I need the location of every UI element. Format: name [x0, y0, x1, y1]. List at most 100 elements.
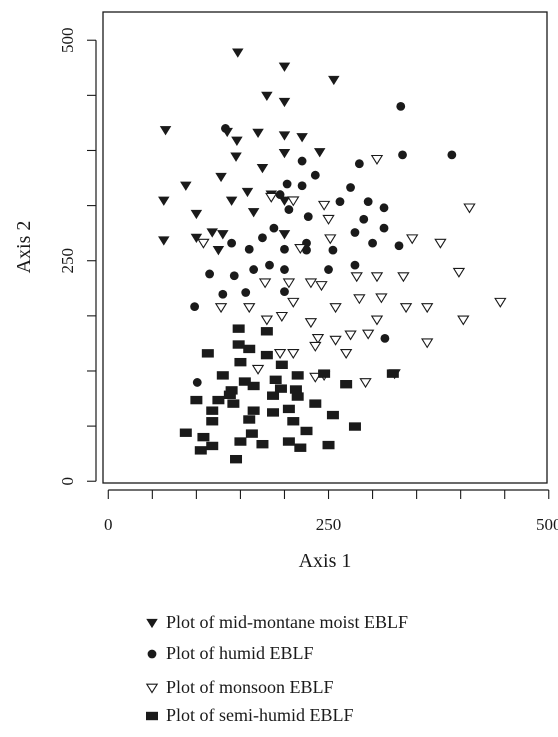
- data-point: [241, 288, 251, 297]
- x-tick-label: 250: [316, 515, 342, 534]
- data-point: [206, 417, 219, 426]
- data-point: [318, 369, 331, 378]
- legend-marker: [147, 649, 157, 659]
- data-point: [243, 303, 256, 314]
- data-point: [452, 267, 466, 278]
- data-point: [335, 197, 345, 207]
- data-point: [232, 48, 244, 58]
- data-point: [322, 440, 335, 450]
- data-point: [287, 417, 300, 426]
- data-point: [421, 303, 434, 314]
- data-points: [158, 48, 507, 464]
- data-point: [287, 348, 300, 359]
- data-point: [206, 441, 219, 451]
- data-point: [190, 233, 203, 243]
- data-point: [361, 329, 375, 340]
- data-point: [230, 454, 243, 464]
- data-point: [291, 392, 304, 401]
- legend-label: Plot of monsoon EBLF: [166, 677, 334, 697]
- y-tick-label: 500: [58, 27, 77, 53]
- data-point: [278, 196, 291, 206]
- data-point: [397, 272, 410, 283]
- data-point: [260, 315, 274, 326]
- data-point: [265, 192, 278, 203]
- data-point: [324, 234, 337, 245]
- data-point: [329, 335, 342, 346]
- x-axis-title: Axis 1: [299, 550, 352, 572]
- series-2: [190, 101, 457, 387]
- data-point: [494, 297, 507, 308]
- data-point: [294, 443, 307, 452]
- data-point: [249, 265, 259, 274]
- data-point: [179, 428, 192, 437]
- data-point: [304, 278, 318, 289]
- data-point: [278, 62, 291, 72]
- data-point: [256, 164, 269, 174]
- data-point: [225, 196, 238, 206]
- data-point: [278, 149, 291, 159]
- x-tick-label: 500: [536, 515, 558, 534]
- data-point: [303, 212, 313, 222]
- data-point: [344, 330, 357, 341]
- data-point: [322, 214, 335, 225]
- data-point: [348, 422, 361, 431]
- data-point: [421, 338, 434, 349]
- series-1: [158, 48, 340, 256]
- data-point: [251, 364, 265, 375]
- data-point: [258, 233, 267, 243]
- data-point: [238, 377, 251, 386]
- data-point: [212, 246, 225, 256]
- x-tick-label: 0: [104, 515, 113, 534]
- data-point: [368, 238, 377, 248]
- data-point: [297, 181, 307, 191]
- data-point: [370, 154, 384, 165]
- series-4: [179, 324, 399, 464]
- data-point: [158, 236, 170, 246]
- data-point: [241, 187, 254, 198]
- data-point: [205, 269, 214, 279]
- legend-marker: [146, 711, 158, 721]
- data-point: [260, 350, 273, 360]
- data-point: [273, 348, 287, 359]
- y-axis-title: Axis 2: [13, 221, 35, 274]
- plot-frame: [102, 11, 548, 484]
- data-point: [282, 404, 295, 414]
- data-point: [256, 439, 269, 449]
- data-point: [328, 245, 338, 255]
- data-point: [399, 303, 413, 314]
- data-point: [339, 348, 353, 359]
- data-point: [315, 281, 328, 292]
- data-point: [457, 315, 470, 326]
- data-point: [275, 190, 285, 199]
- data-point: [284, 205, 294, 214]
- data-point: [247, 208, 260, 218]
- data-point: [278, 230, 291, 240]
- data-point: [317, 200, 331, 211]
- legend-label: Plot of semi-humid EBLF: [166, 705, 354, 725]
- data-point: [221, 124, 230, 133]
- legend-marker: [145, 683, 159, 694]
- data-point: [223, 390, 236, 399]
- data-point: [225, 386, 238, 395]
- data-point: [313, 148, 326, 158]
- data-point: [309, 399, 322, 408]
- data-point: [396, 101, 406, 111]
- data-point: [380, 333, 390, 343]
- data-point: [394, 241, 404, 251]
- data-point: [231, 136, 243, 146]
- data-point: [329, 303, 342, 314]
- data-point: [280, 287, 289, 297]
- data-point: [234, 357, 247, 367]
- data-point: [278, 97, 291, 108]
- data-point: [280, 244, 289, 254]
- data-point: [363, 197, 373, 207]
- data-point: [275, 360, 288, 370]
- data-point: [247, 381, 260, 391]
- data-point: [326, 410, 339, 420]
- data-point: [260, 327, 273, 336]
- legend-item: Plot of mid-montane moist EBLF: [146, 612, 408, 632]
- data-point: [190, 395, 203, 405]
- data-point: [324, 265, 333, 274]
- data-point: [243, 415, 256, 424]
